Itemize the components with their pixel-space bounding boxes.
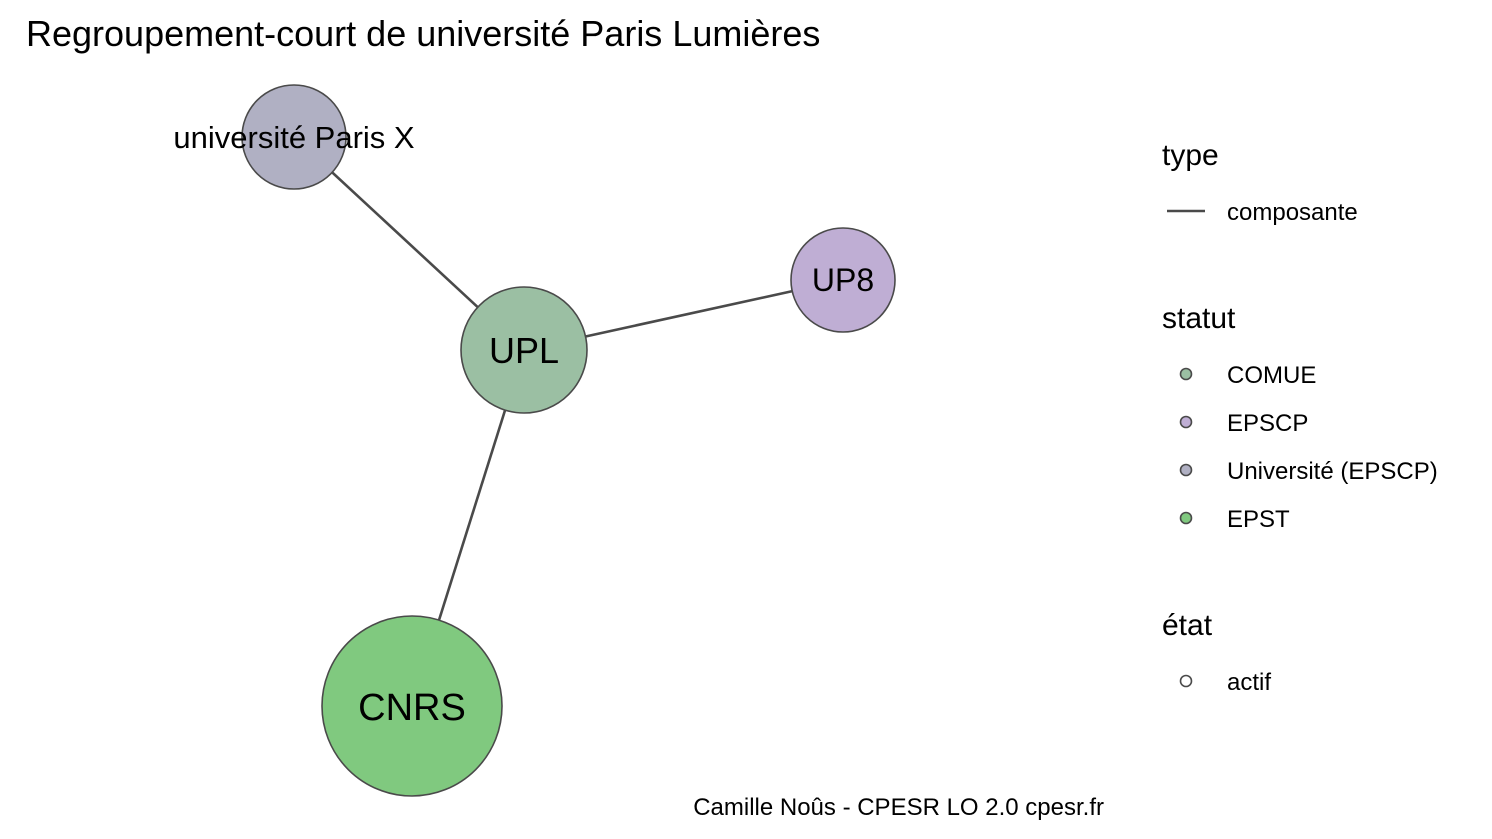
node-label-cnrs: CNRS xyxy=(358,687,466,729)
legend-type: type composante xyxy=(1162,139,1358,226)
legend-label-actif: actif xyxy=(1227,669,1271,696)
edges xyxy=(293,136,844,707)
legend-label-epst: EPST xyxy=(1227,506,1290,533)
node-label-paris-x: université Paris X xyxy=(173,120,415,155)
legend-statut-title: statut xyxy=(1162,302,1236,335)
legend-label-comue: COMUE xyxy=(1227,362,1316,389)
legend-label-universite-epscp: Université (EPSCP) xyxy=(1227,458,1438,485)
legend-swatch-actif xyxy=(1179,674,1193,688)
figure-caption: Camille Noûs - CPESR LO 2.0 cpesr.fr xyxy=(693,794,1104,821)
node-cnrs xyxy=(321,615,503,797)
nodes xyxy=(241,84,896,797)
legend-swatch-epst xyxy=(1179,511,1193,525)
legend-etat-title: état xyxy=(1162,609,1213,642)
legend-swatch-comue xyxy=(1179,367,1193,381)
node-labels: université Paris X UP8 UPL CNRS xyxy=(173,120,874,729)
figure-title: Regroupement-court de université Paris L… xyxy=(26,13,820,54)
legend-swatch-universite-epscp xyxy=(1179,463,1193,477)
legend-statut: statut COMUE EPSCP Université (EPSCP) EP… xyxy=(1162,302,1438,533)
legend-swatch-epscp xyxy=(1179,415,1193,429)
node-up8 xyxy=(790,227,896,333)
node-paris-x xyxy=(241,84,347,190)
node-upl xyxy=(460,286,588,414)
legend-type-title: type xyxy=(1162,139,1219,172)
legend-etat: état actif xyxy=(1162,609,1271,696)
legend-label-epscp: EPSCP xyxy=(1227,410,1308,437)
legend-type-label-composante: composante xyxy=(1227,199,1358,226)
node-label-up8: UP8 xyxy=(812,262,874,298)
node-label-upl: UPL xyxy=(489,330,559,371)
